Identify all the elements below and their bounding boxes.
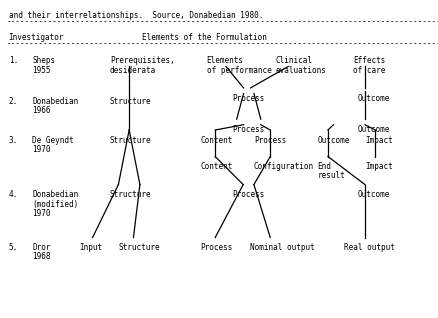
Text: 5.: 5. [9, 243, 18, 252]
Text: Process: Process [232, 190, 264, 199]
Text: Clinical: Clinical [275, 56, 312, 65]
Text: De Geyndt: De Geyndt [32, 135, 74, 145]
Text: --------------------------------------------------------------------------------: ----------------------------------------… [7, 17, 438, 26]
Text: 1970: 1970 [32, 209, 51, 218]
Text: Dror: Dror [32, 243, 51, 252]
Text: Impact: Impact [364, 162, 392, 171]
Text: 1968: 1968 [32, 252, 51, 261]
Text: --------------------------------------------------------------------------------: ----------------------------------------… [7, 39, 438, 48]
Text: Structure: Structure [110, 135, 151, 145]
Text: 1.: 1. [9, 56, 18, 65]
Text: (modified): (modified) [32, 199, 78, 209]
Text: Elements: Elements [206, 56, 243, 65]
Text: Investigator: Investigator [9, 33, 64, 42]
Text: 1970: 1970 [32, 145, 51, 154]
Text: Process: Process [232, 125, 264, 134]
Text: Outcome: Outcome [357, 125, 389, 134]
Text: 4.: 4. [9, 190, 18, 199]
Text: of performance: of performance [206, 66, 271, 74]
Text: Structure: Structure [110, 97, 151, 106]
Text: Structure: Structure [118, 243, 160, 252]
Text: Process: Process [253, 135, 286, 145]
Text: 2.: 2. [9, 97, 18, 106]
Text: Real output: Real output [343, 243, 394, 252]
Text: of care: of care [352, 66, 385, 74]
Text: Nominal output: Nominal output [249, 243, 314, 252]
Text: and their interrelationships.  Source, Donabedian 1980.: and their interrelationships. Source, Do… [9, 11, 262, 20]
Text: Sheps: Sheps [32, 56, 55, 65]
Text: Elements of the Formulation: Elements of the Formulation [142, 33, 266, 42]
Text: Content: Content [200, 162, 233, 171]
Text: Process: Process [232, 93, 264, 103]
Text: Process: Process [200, 243, 233, 252]
Text: evaluations: evaluations [275, 66, 325, 74]
Text: 1955: 1955 [32, 66, 51, 74]
Text: Impact: Impact [364, 135, 392, 145]
Text: Prerequisites,: Prerequisites, [110, 56, 174, 65]
Text: Content: Content [200, 135, 233, 145]
Text: Donabedian: Donabedian [32, 97, 78, 106]
Text: Outcome: Outcome [317, 135, 349, 145]
Text: Configuration: Configuration [253, 162, 313, 171]
Text: Outcome: Outcome [357, 93, 389, 103]
Text: Outcome: Outcome [357, 190, 389, 199]
Text: Effects: Effects [352, 56, 385, 65]
Text: Input: Input [80, 243, 102, 252]
Text: result: result [317, 171, 345, 181]
Text: desiderata: desiderata [110, 66, 155, 74]
Text: Structure: Structure [110, 190, 151, 199]
Text: End: End [317, 162, 331, 171]
Text: Donabedian: Donabedian [32, 190, 78, 199]
Text: 3.: 3. [9, 135, 18, 145]
Text: 1966: 1966 [32, 106, 51, 115]
